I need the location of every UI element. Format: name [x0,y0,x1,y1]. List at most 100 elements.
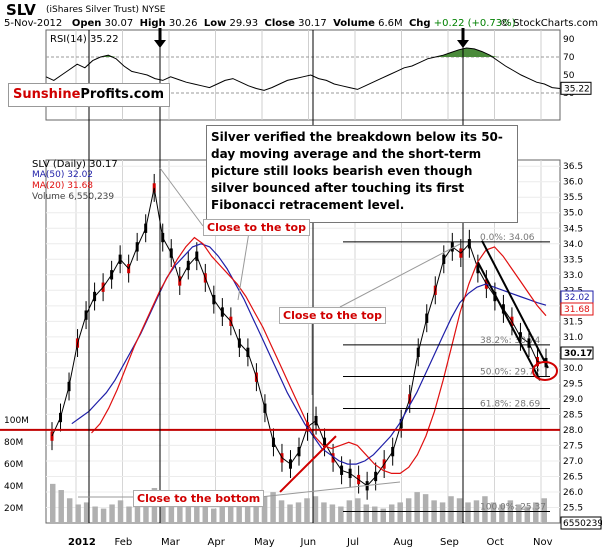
fibonacci-label: 0.0%: 34.06 [480,233,535,243]
x-tick-label: Jul [346,537,359,548]
chg-value: +0.22 (+0.73%) [433,18,516,29]
volume-bar [329,504,336,523]
volume-bar [270,492,276,523]
volume-bar [194,500,200,523]
fibonacci-label: 38.2%: 30.74 [480,336,541,346]
ma20-line [91,236,547,474]
open-value: 30.07 [104,18,134,29]
volume-bar [355,498,361,523]
pointer-line [237,225,251,301]
volume-bar [499,504,505,523]
annotation-close-to-top-2: Close to the top [279,307,386,324]
sunshine-profits-logo: SunshineProfits.com [8,83,170,107]
volume-bar [414,492,420,523]
volume-bar [321,502,327,523]
volume-bar [83,502,90,523]
pointer-line [159,167,204,227]
price-y-tick-label: 33.0 [563,271,583,281]
price-y-tick-label: 36.5 [563,162,583,172]
volume-bar [422,494,429,523]
logo-part-2: Profits.com [80,87,164,102]
volume-bar [58,490,64,523]
volume-bar [363,504,370,523]
price-y-tick-label: 30.0 [563,364,583,374]
price-y-tick-label: 35.5 [563,193,583,203]
price-y-tick-label: 34.5 [563,224,583,234]
x-tick-label: Mar [161,537,181,548]
price-y-tick-label: 31.0 [563,333,583,343]
rsi-value-tag [560,81,592,95]
low-label: Low [203,18,227,29]
close-value: 30.17 [298,18,327,29]
price-y-tick-label: 28.5 [563,410,583,420]
volume-bar [202,504,209,523]
price-tag [560,346,594,360]
price-y-tick-label: 29.5 [563,379,583,389]
open-label: Open [71,18,102,29]
highlight-circle [532,360,558,381]
price-y-tick-label: 29.0 [563,395,583,405]
exchange-label: NYSE [141,5,166,15]
trust-label: (iShares Silver Trust) [46,5,139,15]
channel-line-bottom [477,261,541,381]
x-tick-label: Apr [208,537,226,548]
credit-text: © StockCharts.com [499,18,598,29]
price-line [51,187,547,487]
volume-bar [50,483,56,523]
volume-bar [312,496,319,523]
price-tag-text: 32.02 [564,293,590,303]
legend-ma50: MA(50) 32.02 [32,170,94,180]
volume-bar [533,502,539,523]
volume-bar [338,506,344,523]
low-value: 29.93 [229,18,259,29]
price-tag-text: 31.68 [564,305,590,315]
trust-name: (iShares Silver Trust) NYSE [46,5,166,15]
pointer-line [259,481,401,498]
pointer-line [339,243,461,308]
volume-bar [253,498,259,523]
volume-bar [143,496,149,523]
volume-bar [160,498,166,523]
volume-bar [465,502,471,523]
volume-value: 6.6M [378,18,403,29]
quote-date: 5-Nov-2012 [4,18,63,29]
volume-bar [227,504,234,523]
volume-y-tick-label: 60M [4,460,23,470]
price-y-tick-label: 26.0 [563,488,583,498]
ticker-symbol: SLV [6,1,36,19]
volume-bar [126,506,132,523]
volume-bar [295,502,302,523]
analysis-comment: Silver verified the breakdown below its … [206,125,518,223]
chg-label: Chg [408,18,431,29]
fibonacci-label: 61.8%: 28.69 [480,400,541,410]
legend-volume: Volume 6,550,239 [32,192,115,202]
volume-bar [185,502,192,523]
volume-y-tick-label: 40M [4,482,23,492]
volume-bar [92,506,98,523]
volume-bar [278,500,285,523]
high-label: High [139,18,166,29]
price-y-tick-label: 33.5 [563,255,583,265]
signal-arrow-head [457,40,469,48]
volume-y-tick-label: 100M [4,416,29,426]
x-tick-label: Nov [533,537,553,548]
volume-bar [100,508,107,523]
legend-slv: SLV (Daily) 30.17 [32,159,118,170]
volume-y-tick-label: 20M [4,504,23,514]
volume-bar [397,502,403,523]
volume-bar [66,498,73,523]
volume-value-tag-text: 6550239 [563,519,602,529]
fibonacci-label: 100.0%: 25.37 [480,503,546,513]
quote-bar: 5-Nov-2012 Open 30.07 High 30.26 Low 29.… [4,18,516,29]
volume-bar [490,502,497,523]
rsi-y-tick-label: 90 [563,35,575,45]
x-tick-label: Jun [300,537,317,548]
channel-line-top [481,240,549,369]
price-y-tick-label: 25.5 [563,503,583,513]
volume-bar [388,504,395,523]
price-y-tick-label: 27.5 [563,441,583,451]
price-y-tick-label: 35.0 [563,209,583,219]
volume-bar [236,500,242,523]
fibonacci-label: 50.0%: 29.72 [480,368,540,378]
